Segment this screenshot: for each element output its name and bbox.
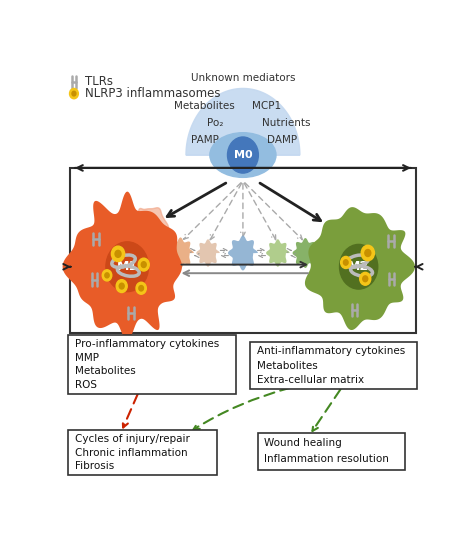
Polygon shape: [63, 191, 182, 340]
Circle shape: [116, 280, 127, 292]
Ellipse shape: [210, 133, 276, 177]
Circle shape: [141, 262, 146, 267]
Text: Wound healing: Wound healing: [264, 438, 342, 448]
Text: MMP: MMP: [75, 353, 99, 363]
Polygon shape: [167, 237, 194, 268]
Circle shape: [106, 242, 148, 292]
Text: Pro-inflammatory cytokines: Pro-inflammatory cytokines: [75, 339, 219, 349]
Circle shape: [363, 276, 368, 282]
Text: Metabolites: Metabolites: [75, 366, 136, 376]
Circle shape: [344, 259, 348, 265]
Circle shape: [139, 286, 144, 291]
Text: PAMP: PAMP: [191, 135, 219, 145]
Polygon shape: [305, 207, 415, 330]
Circle shape: [72, 92, 76, 96]
Polygon shape: [228, 235, 258, 271]
Text: Nutrients: Nutrients: [262, 118, 310, 128]
FancyBboxPatch shape: [250, 342, 418, 389]
Circle shape: [115, 251, 121, 257]
FancyBboxPatch shape: [258, 433, 405, 469]
Circle shape: [105, 273, 109, 278]
FancyBboxPatch shape: [68, 430, 217, 475]
Text: Po₂: Po₂: [208, 118, 224, 128]
Text: Metabolites: Metabolites: [256, 360, 317, 371]
Text: MCP1: MCP1: [252, 100, 281, 110]
Text: M2: M2: [348, 260, 369, 273]
Circle shape: [228, 137, 258, 173]
Text: Chronic inflammation: Chronic inflammation: [75, 448, 187, 458]
FancyBboxPatch shape: [68, 335, 236, 393]
Text: TLRs: TLRs: [85, 75, 113, 89]
Circle shape: [70, 89, 78, 99]
Polygon shape: [292, 238, 318, 268]
Polygon shape: [186, 89, 300, 155]
Circle shape: [111, 246, 125, 262]
Circle shape: [361, 246, 374, 261]
Bar: [70, 168, 416, 333]
Polygon shape: [196, 239, 220, 267]
Circle shape: [341, 257, 351, 268]
Text: Extra-cellular matrix: Extra-cellular matrix: [256, 375, 364, 385]
Text: M1: M1: [117, 260, 138, 273]
Polygon shape: [130, 208, 169, 248]
Text: M0: M0: [234, 150, 252, 160]
Circle shape: [360, 272, 371, 285]
Polygon shape: [266, 239, 290, 267]
Text: Anti-inflammatory cytokines: Anti-inflammatory cytokines: [256, 347, 405, 356]
Text: DAMP: DAMP: [267, 135, 297, 145]
Text: NLRP3 inflammasomes: NLRP3 inflammasomes: [85, 87, 220, 100]
Text: Inflammation resolution: Inflammation resolution: [264, 454, 389, 464]
Text: ROS: ROS: [75, 379, 97, 389]
Text: Unknown mediators: Unknown mediators: [191, 73, 295, 83]
Text: Cycles of injury/repair: Cycles of injury/repair: [75, 434, 190, 444]
Circle shape: [102, 270, 112, 281]
Circle shape: [119, 283, 124, 289]
Circle shape: [136, 282, 146, 294]
Circle shape: [339, 244, 378, 289]
Text: Metabolites: Metabolites: [174, 100, 235, 110]
Text: Fibrosis: Fibrosis: [75, 461, 114, 471]
Circle shape: [365, 249, 371, 257]
Circle shape: [138, 258, 149, 271]
